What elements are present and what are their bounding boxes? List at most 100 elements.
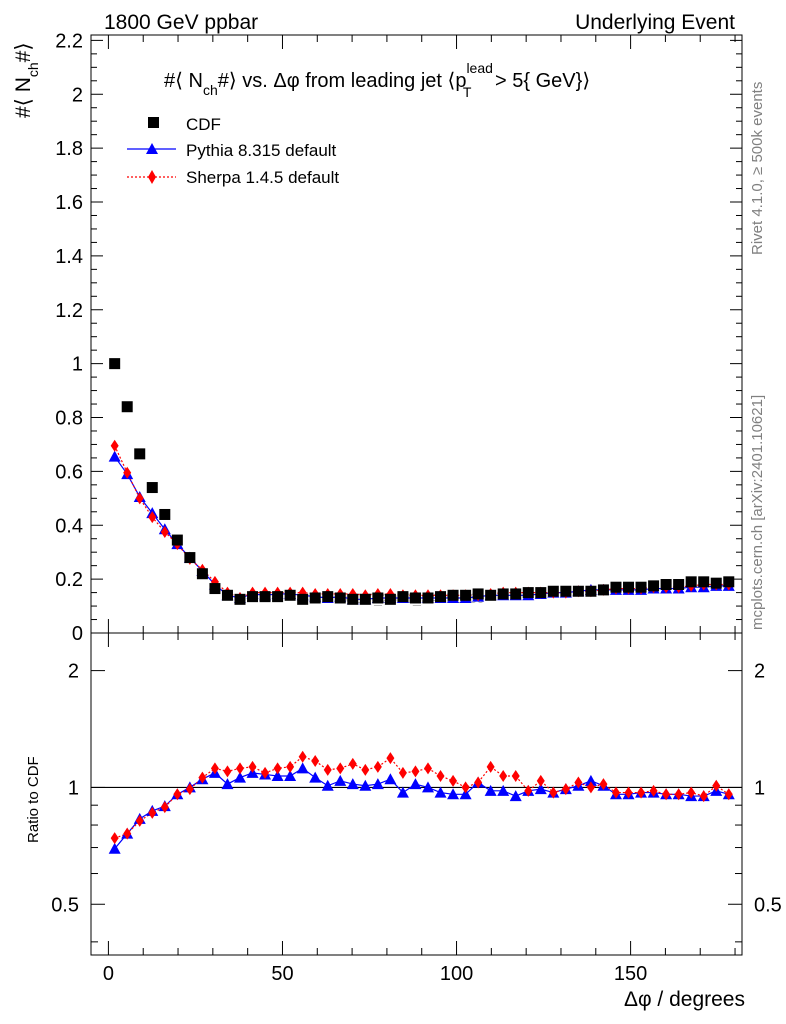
cdf-point (447, 589, 459, 601)
cdf-point (422, 592, 434, 604)
sherpa-ratio-point (411, 765, 420, 778)
cdf-point (535, 587, 547, 599)
pythia-ratio-point (296, 762, 309, 774)
sherpa-ratio-point (687, 786, 696, 799)
cdf-point (485, 589, 497, 601)
ratio-tick-label: 2 (68, 661, 79, 683)
header-left: 1800 GeV ppbar (104, 11, 258, 34)
cdf-point (347, 593, 359, 605)
ylabel-sub: ch (25, 62, 41, 77)
pythia-ratio-point (284, 770, 297, 782)
sherpa-ratio-point (611, 786, 620, 799)
sherpa-ratio-point (586, 781, 595, 794)
sherpa-ratio-point (373, 760, 382, 773)
cdf-point (660, 579, 672, 591)
header-right: Underlying Event (575, 11, 735, 34)
x-tick-label: 50 (271, 963, 293, 985)
cdf-point (196, 568, 208, 580)
cdf-point (209, 583, 221, 595)
sherpa-ratio-point (423, 762, 432, 775)
cdf-point (585, 585, 597, 597)
rivet-label: Rivet 4.1.0, ≥ 500k events (749, 82, 766, 255)
sherpa-ratio-point (474, 776, 483, 789)
cdf-point (472, 588, 484, 600)
main-data-marks (108, 358, 735, 605)
pythia-ratio-point (409, 778, 422, 790)
ratio-tick-label: 1 (68, 777, 79, 799)
cdf-point (460, 589, 472, 601)
cdf-point (384, 593, 396, 605)
sherpa-ratio-point (323, 763, 332, 776)
sherpa-ratio-point (198, 771, 207, 784)
y-tick-label: 0.2 (55, 569, 83, 591)
sherpa-ratio-point (248, 760, 257, 773)
cdf-point (146, 482, 158, 494)
cdf-point (359, 593, 371, 605)
cdf-point (171, 534, 183, 546)
y-tick-label: 0.4 (55, 515, 83, 537)
sherpa-ratio-point (511, 770, 520, 783)
sherpa-ratio-point (398, 766, 407, 779)
sherpa-ratio-point (449, 774, 458, 787)
sherpa-ratio-point (273, 762, 282, 775)
y-tick-label: 1.4 (55, 246, 83, 268)
sherpa-ratio-point (298, 750, 307, 763)
sherpa-ratio-point (286, 760, 295, 773)
x-tick-label: 0 (103, 963, 114, 985)
cdf-point (297, 593, 309, 605)
y-tick-label: 2.2 (55, 30, 83, 52)
main-axis-ticks: 0 0.2 0.4 0.6 0.8 1 1.2 1.4 1.6 1.8 2 2.2 (55, 30, 742, 645)
pythia-ratio-point (396, 786, 409, 798)
cdf-point (272, 591, 284, 603)
cdf-point (159, 508, 171, 520)
sherpa-ratio-point (561, 783, 570, 796)
legend-marker-pythia (146, 143, 158, 154)
cdf-point (510, 588, 522, 600)
mcplots-label: mcplots.cern.ch [arXiv:2401.10621] (749, 395, 766, 630)
cdf-point (221, 589, 233, 601)
title-sub-ch: ch (203, 82, 218, 98)
pythia-ratio-point (309, 771, 322, 783)
ratio-y-axis-label: Ratio to CDF (25, 756, 42, 843)
cdf-point (572, 585, 584, 597)
sherpa-point (160, 525, 169, 538)
pythia-ratio-point (447, 788, 460, 800)
x-tick-label: 100 (440, 963, 473, 985)
y-tick-label: 0 (72, 623, 83, 645)
pythia-ratio-point (108, 842, 121, 854)
sherpa-ratio-point (436, 770, 445, 783)
y-tick-label: 1.8 (55, 138, 83, 160)
sherpa-point (123, 466, 132, 479)
cdf-point (673, 579, 685, 591)
pythia-ratio-point (421, 781, 434, 793)
pythia-ratio-point (509, 790, 522, 802)
sherpa-ratio-point (223, 765, 232, 778)
sherpa-ratio-point (699, 790, 708, 803)
pythia-ratio-point (534, 783, 547, 795)
pythia-ratio-point (271, 770, 284, 782)
cdf-point (623, 581, 635, 593)
sherpa-ratio-point (235, 762, 244, 775)
sherpa-ratio-point (148, 806, 157, 819)
cdf-point (372, 592, 384, 604)
ratio-tick-label: 0.5 (51, 894, 79, 916)
sherpa-ratio-point (724, 788, 733, 801)
cdf-point (234, 593, 246, 605)
sherpa-ratio-point (386, 752, 395, 765)
y-tick-label: 1 (72, 354, 83, 376)
cdf-point (121, 401, 133, 413)
sherpa-ratio-point (123, 827, 132, 840)
ratio-data-marks (108, 750, 735, 854)
sherpa-ratio-point (185, 783, 194, 796)
cdf-point (522, 587, 534, 599)
ratio-tick-label-right: 2 (754, 661, 765, 683)
cdf-point (322, 591, 334, 603)
sherpa-ratio-point (674, 788, 683, 801)
legend-label-cdf: CDF (186, 115, 221, 134)
y-tick-label: 0.6 (55, 461, 83, 483)
legend-label-sherpa: Sherpa 1.4.5 default (186, 168, 339, 187)
cdf-point (397, 591, 409, 603)
pythia-ratio-point (346, 778, 359, 790)
ylabel-part-b: #⟩ (12, 42, 35, 62)
